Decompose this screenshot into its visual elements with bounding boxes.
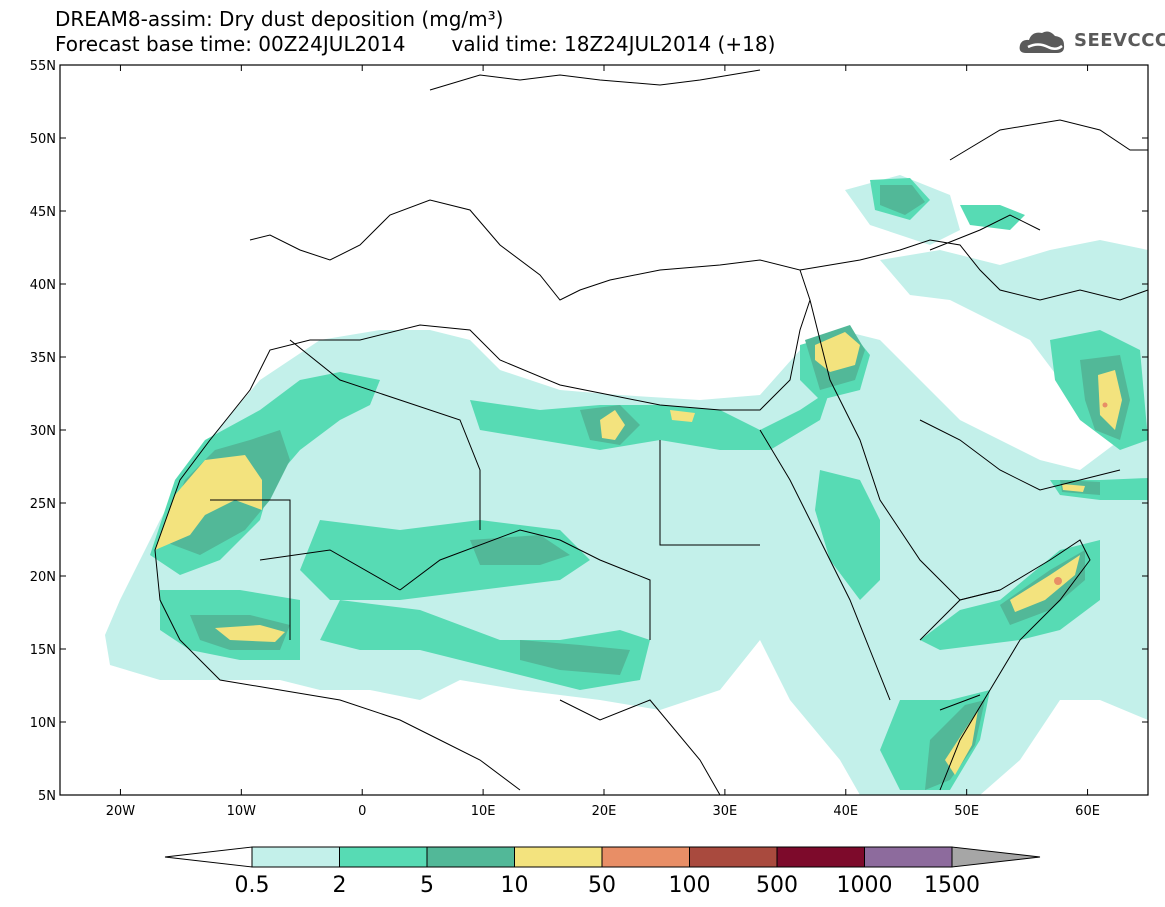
- colorbar-cell: [339, 846, 428, 868]
- colorbar-label: 2: [333, 873, 347, 898]
- colorbar-label: 50: [588, 873, 616, 898]
- colorbar-label: 1000: [837, 873, 893, 898]
- longitude-axis: 20W 10W 0 10E 20E 30E 40E 50E 60E: [106, 65, 1100, 819]
- lat-label: 30N: [30, 424, 56, 439]
- lat-label: 20N: [30, 570, 56, 585]
- latitude-axis: 55N 50N 45N 40N 35N 30N 25N 20N 15N 10N 5N: [30, 59, 1148, 804]
- lat-label: 15N: [30, 643, 56, 658]
- lon-label: 50E: [954, 804, 979, 819]
- colorbar-label: 1500: [924, 873, 980, 898]
- lon-label: 30E: [713, 804, 738, 819]
- cloud-icon: [1019, 31, 1065, 53]
- colorbar: 0.5 2 5 10 50 100 500 1000 1500: [164, 846, 1041, 898]
- lat-label: 25N: [30, 497, 56, 512]
- lat-label: 45N: [30, 205, 56, 220]
- lon-label: 0: [358, 804, 366, 819]
- valid-time: valid time: 18Z24JUL2014 (+18): [451, 32, 776, 56]
- time-line: Forecast base time: 00Z24JUL2014 valid ti…: [55, 33, 775, 55]
- colorbar-cell: [251, 846, 340, 868]
- colorbar-cell: [426, 846, 515, 868]
- lat-label: 10N: [30, 716, 56, 731]
- colorbar-cell: [776, 846, 865, 868]
- colorbar-label: 100: [669, 873, 711, 898]
- map-title: DREAM8-assim: Dry dust deposition (mg/m³…: [55, 7, 504, 31]
- colorbar-high-arrow: [951, 846, 1041, 868]
- colorbar-low-arrow: [164, 846, 253, 868]
- lat-label: 5N: [38, 789, 56, 804]
- lon-label: 10E: [471, 804, 496, 819]
- colorbar-label: 10: [501, 873, 529, 898]
- colorbar-cell: [514, 846, 603, 868]
- colorbar-cell: [864, 846, 953, 868]
- colorbar-cell: [689, 846, 778, 868]
- contour-50: [1054, 402, 1108, 585]
- colorbar-cell: [601, 846, 690, 868]
- lon-label: 20E: [592, 804, 617, 819]
- coastlines: [154, 69, 1148, 795]
- lon-label: 40E: [833, 804, 858, 819]
- dust-field: [105, 69, 1148, 795]
- lat-label: 35N: [30, 351, 56, 366]
- colorbar-label: 5: [420, 873, 434, 898]
- contour-10: [155, 332, 1122, 775]
- lat-label: 55N: [30, 59, 56, 74]
- lon-label: 60E: [1075, 804, 1100, 819]
- lat-label: 40N: [30, 278, 56, 293]
- lat-label: 50N: [30, 132, 56, 147]
- logo-text: SEEVCCC: [1074, 30, 1165, 51]
- colorbar-label: 500: [756, 873, 798, 898]
- lon-label: 20W: [106, 804, 136, 819]
- lon-label: 10W: [227, 804, 257, 819]
- colorbar-label: 0.5: [235, 873, 270, 898]
- base-time: Forecast base time: 00Z24JUL2014: [55, 32, 406, 56]
